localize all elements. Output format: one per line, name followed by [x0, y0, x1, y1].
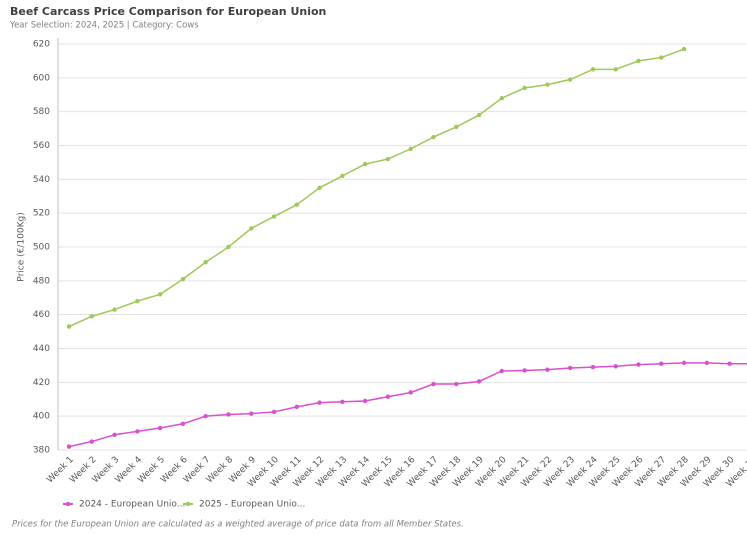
point — [271, 409, 277, 415]
point — [249, 226, 254, 231]
point — [499, 95, 505, 101]
point — [454, 124, 459, 130]
point — [180, 421, 186, 426]
y-tick-label: 480 — [33, 276, 50, 286]
point — [135, 429, 140, 434]
point — [226, 244, 231, 250]
y-tick-label: 460 — [33, 310, 50, 320]
point — [522, 85, 527, 91]
point — [294, 404, 299, 410]
point — [681, 360, 687, 366]
point — [408, 146, 413, 152]
y-tick-label: 380 — [33, 446, 50, 456]
point — [385, 156, 391, 162]
series-line — [68, 362, 747, 448]
point — [476, 379, 482, 384]
point — [476, 112, 482, 118]
y-tick-label: 440 — [33, 344, 50, 354]
point — [408, 390, 413, 395]
point — [249, 411, 254, 416]
point — [636, 362, 641, 367]
point — [157, 425, 163, 431]
point — [567, 365, 573, 371]
point — [659, 55, 664, 60]
point — [659, 361, 664, 366]
point — [613, 67, 618, 72]
point — [135, 298, 140, 304]
point — [317, 185, 322, 190]
legend-marker — [185, 501, 191, 507]
y-tick-label: 500 — [33, 243, 50, 253]
footnote: Prices for the European Union are calcul… — [12, 520, 464, 530]
chart-subtitle: Year Selection: 2024, 2025 | Category: C… — [9, 21, 199, 31]
point — [681, 46, 687, 52]
legend-label: 2024 - European Unio... — [79, 500, 185, 510]
y-axis-label: Price (€/100Kg) — [17, 212, 27, 281]
point — [704, 360, 710, 366]
point — [180, 276, 186, 282]
point — [89, 314, 94, 319]
point — [522, 368, 527, 373]
point — [545, 367, 550, 372]
point — [727, 361, 732, 366]
y-tick-label: 580 — [33, 107, 50, 117]
point — [362, 161, 368, 167]
y-tick-label: 520 — [33, 209, 50, 219]
point — [454, 381, 459, 387]
y-tick-label: 540 — [33, 175, 50, 185]
y-tick-label: 600 — [33, 73, 50, 83]
point — [317, 400, 322, 405]
point — [226, 412, 231, 417]
plot — [66, 46, 747, 449]
legend-label: 2025 - European Unio... — [199, 500, 305, 510]
point — [431, 134, 436, 140]
point — [89, 439, 94, 444]
point — [157, 292, 163, 297]
y-tick-label: 400 — [33, 412, 50, 422]
point — [66, 444, 72, 449]
point — [340, 399, 345, 404]
chart-title: Beef Carcass Price Comparison for Europe… — [10, 5, 326, 18]
y-tick-label: 620 — [33, 40, 50, 50]
point — [431, 381, 436, 387]
point — [590, 364, 596, 370]
point — [294, 202, 299, 207]
point — [203, 260, 208, 265]
point — [112, 307, 117, 312]
point — [66, 324, 72, 329]
point — [203, 413, 208, 419]
point — [340, 173, 345, 179]
point — [567, 77, 573, 82]
point — [545, 82, 550, 87]
y-tick-label: 560 — [33, 141, 50, 151]
point — [613, 364, 618, 369]
series-line — [68, 48, 685, 328]
point — [499, 368, 505, 374]
y-tick-label: 420 — [33, 378, 50, 388]
point — [112, 432, 117, 437]
point — [385, 394, 391, 399]
point — [271, 214, 277, 219]
point — [590, 67, 596, 72]
point — [636, 58, 641, 64]
legend-marker — [65, 501, 71, 507]
point — [362, 398, 368, 404]
